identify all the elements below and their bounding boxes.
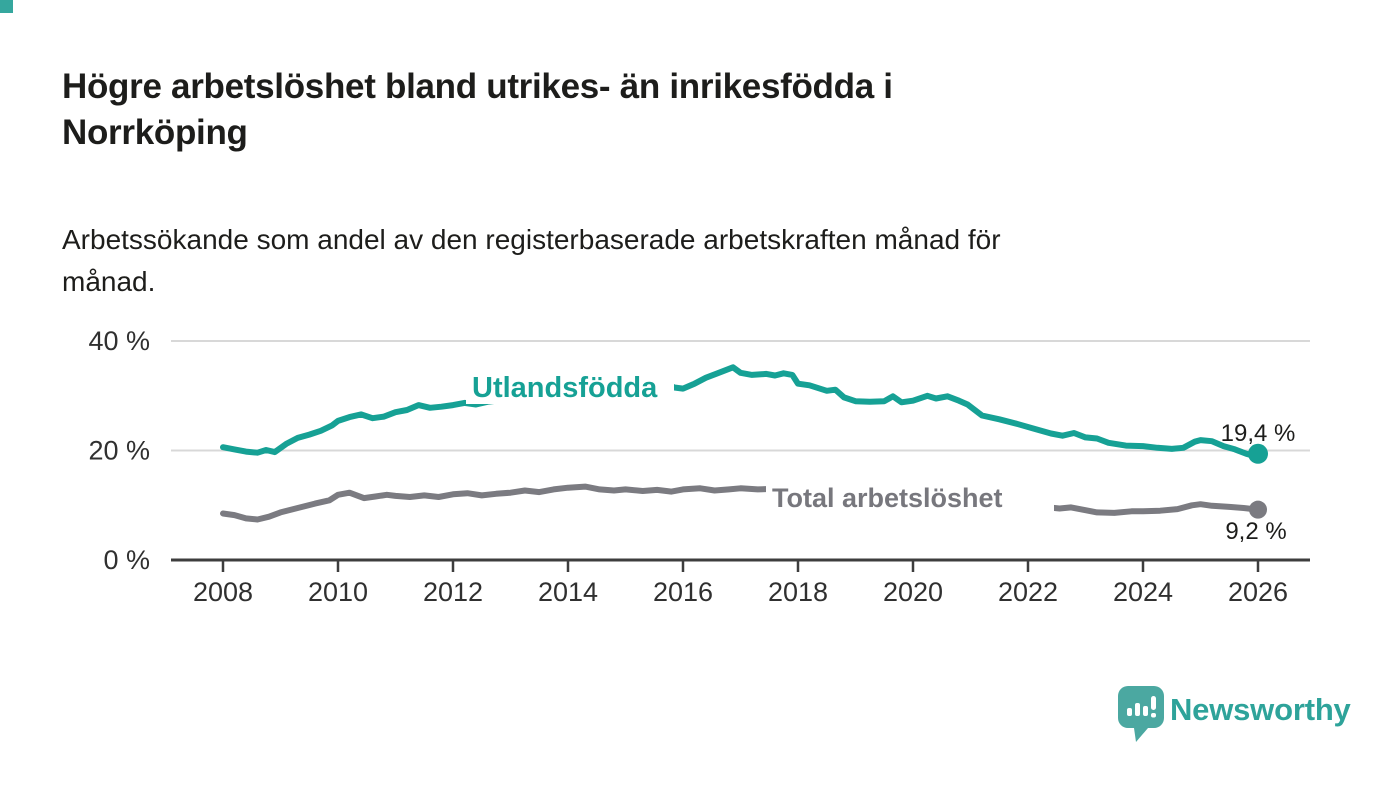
- series-line-utlandsfodda: [220, 364, 1261, 459]
- series-line-total: [220, 483, 1261, 523]
- x-tick-label: 2026: [1228, 577, 1288, 607]
- x-tick-label: 2014: [538, 577, 598, 607]
- x-tick-label: 2016: [653, 577, 713, 607]
- brand-corner-mark: [0, 0, 13, 13]
- bar-chart-speech-bubble-icon: [1118, 686, 1164, 742]
- x-tick-label: 2018: [768, 577, 828, 607]
- end-dot-utlandsfodda: [1248, 443, 1268, 464]
- series-label-utlandsfodda: Utlandsfödda: [472, 372, 658, 404]
- x-tick-label: 2024: [1113, 577, 1173, 607]
- y-tick-label: 40 %: [88, 326, 150, 356]
- end-value-label-utlandsfodda: 19,4 %: [1221, 420, 1296, 447]
- series-label-utlandsfodda-mask: [466, 370, 674, 404]
- logo-wordmark: Newsworthy: [1170, 692, 1351, 727]
- x-tick-label: 2022: [998, 577, 1058, 607]
- title-line-1: Högre arbetslöshet bland utrikes- än inr…: [62, 67, 893, 106]
- y-tick-label: 0 %: [103, 545, 150, 575]
- x-tick-label: 2010: [308, 577, 368, 607]
- subtitle-line-2: månad.: [62, 266, 156, 297]
- title-line-2: Norrköping: [62, 113, 248, 152]
- end-value-label-total: 9,2 %: [1225, 518, 1286, 545]
- end-dot-total: [1249, 500, 1267, 519]
- y-tick-label: 20 %: [88, 436, 150, 466]
- x-tick-label: 2008: [193, 577, 253, 607]
- series-label-total: Total arbetslöshet: [772, 483, 1003, 513]
- x-tick-label: 2012: [423, 577, 483, 607]
- series-label-total-mask: [766, 482, 1054, 514]
- chart-subtitle: Arbetssökande som andel av den registerb…: [62, 219, 1262, 303]
- subtitle-line-1: Arbetssökande som andel av den registerb…: [62, 224, 1001, 255]
- page-title: Högre arbetslöshet bland utrikes- än inr…: [62, 64, 1222, 156]
- newsworthy-logo: Newsworthy: [1116, 684, 1356, 750]
- x-tick-label: 2020: [883, 577, 943, 607]
